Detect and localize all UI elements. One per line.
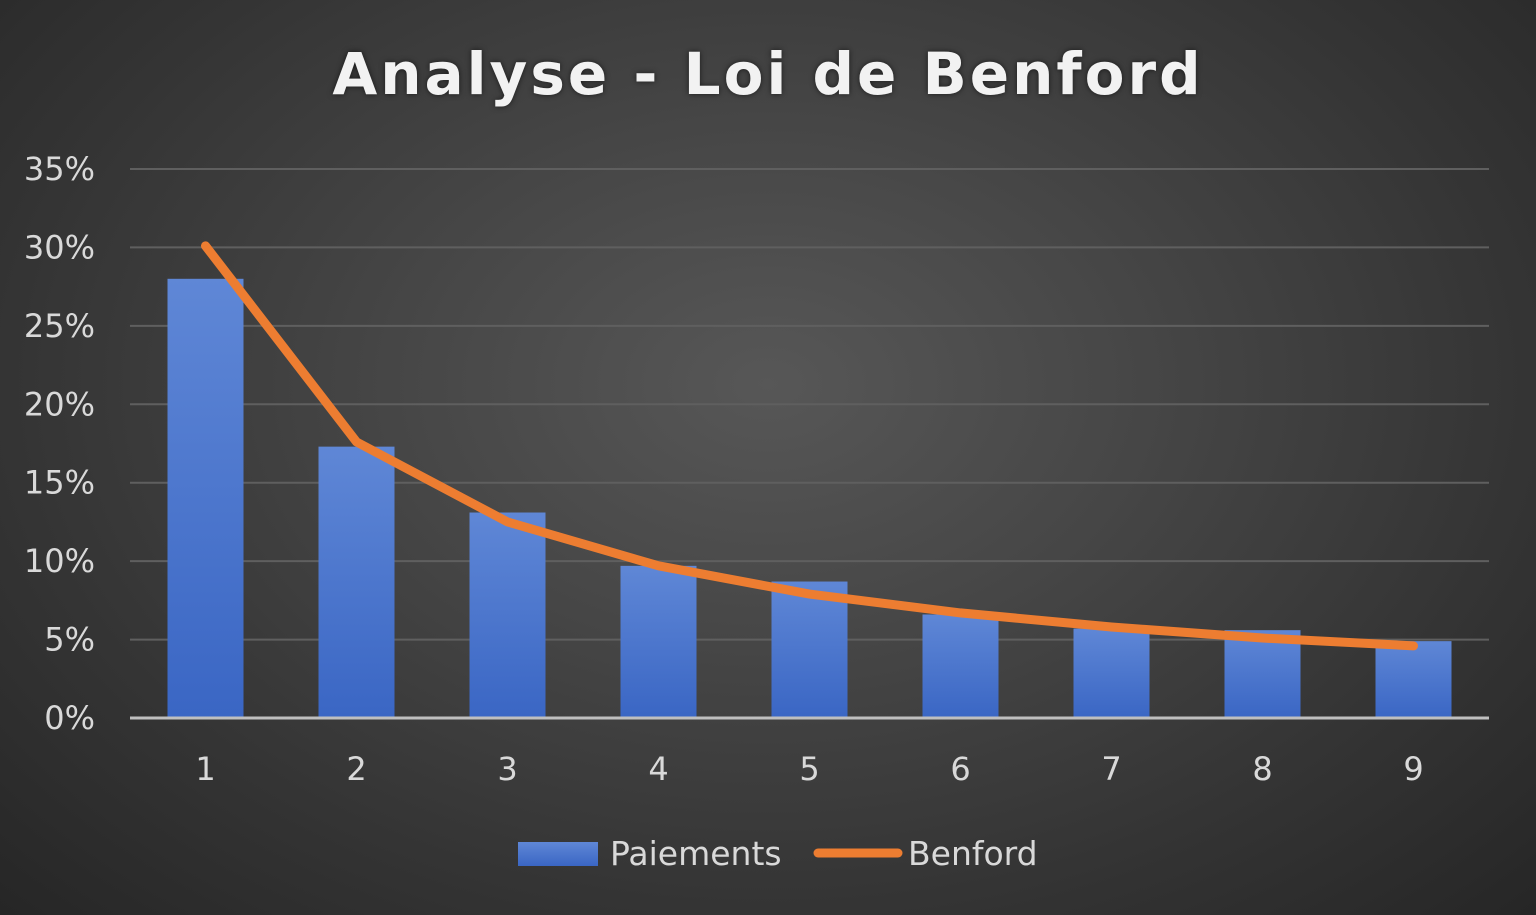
- y-tick-label: 30%: [24, 228, 95, 266]
- x-tick-label: 2: [346, 750, 366, 788]
- line-series: [201, 241, 1418, 651]
- legend: Paiements Benford: [518, 834, 1038, 873]
- x-tick-label: 6: [950, 750, 970, 788]
- bar-series: [167, 278, 1452, 718]
- bar: [469, 512, 546, 718]
- bar: [167, 278, 244, 718]
- x-tick-label: 9: [1403, 750, 1423, 788]
- bar: [1073, 628, 1150, 718]
- bar: [771, 581, 848, 718]
- bar: [620, 565, 697, 718]
- bar: [922, 614, 999, 718]
- y-tick-label: 35%: [24, 150, 95, 188]
- legend-label-benford: Benford: [908, 834, 1038, 873]
- y-tick-label: 0%: [44, 699, 95, 737]
- bar: [318, 446, 395, 718]
- y-tick-label: 20%: [24, 385, 95, 423]
- x-tick-label: 3: [497, 750, 517, 788]
- bar: [1224, 630, 1301, 718]
- x-tick-label: 1: [195, 750, 215, 788]
- tick-labels: 0% 5% 10% 15% 20% 25% 30% 35% 1 2 3 4 5 6 7 8 9: [24, 150, 1424, 788]
- bar: [1375, 641, 1452, 718]
- x-tick-label: 7: [1101, 750, 1121, 788]
- legend-swatch-paiements: [518, 842, 598, 866]
- y-tick-label: 15%: [24, 464, 95, 502]
- x-tick-label: 8: [1252, 750, 1272, 788]
- x-tick-label: 5: [799, 750, 819, 788]
- x-tick-label: 4: [648, 750, 668, 788]
- legend-label-paiements: Paiements: [610, 834, 782, 873]
- chart-title: Analyse - Loi de Benford: [332, 40, 1204, 108]
- y-tick-label: 25%: [24, 307, 95, 345]
- y-tick-label: 5%: [44, 621, 95, 659]
- y-tick-label: 10%: [24, 542, 95, 580]
